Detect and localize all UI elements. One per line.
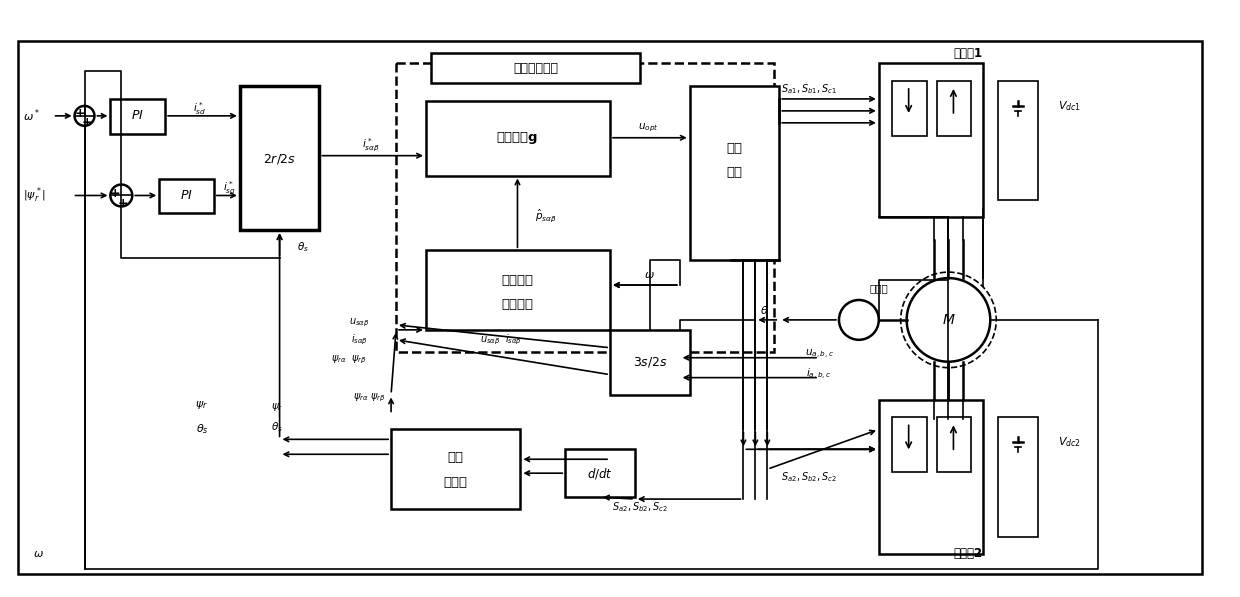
Text: 信号: 信号	[727, 166, 743, 179]
Circle shape	[906, 278, 991, 362]
Text: 逆变器2: 逆变器2	[954, 547, 983, 561]
Circle shape	[839, 300, 879, 340]
Bar	[110, 99, 165, 134]
Circle shape	[74, 106, 94, 126]
Text: $\theta_s$: $\theta_s$	[296, 241, 309, 254]
Bar	[936, 81, 971, 136]
Text: $S_{a2},S_{b2},S_{c2}$: $S_{a2},S_{b2},S_{c2}$	[781, 470, 837, 484]
Bar	[892, 417, 926, 472]
Text: $u_{opt}$: $u_{opt}$	[637, 122, 658, 134]
Bar	[689, 86, 779, 260]
Text: $S_{a2},S_{b2},S_{c2}$: $S_{a2},S_{b2},S_{c2}$	[613, 500, 667, 514]
Text: $\psi_r$: $\psi_r$	[270, 402, 283, 414]
Text: $i^*_{sd}$: $i^*_{sd}$	[193, 100, 207, 117]
Bar	[430, 53, 640, 83]
Text: $i^*_{sq}$: $i^*_{sq}$	[223, 180, 237, 197]
Bar	[610, 330, 689, 395]
Bar	[425, 101, 610, 176]
Text: $V_{dc1}$: $V_{dc1}$	[1058, 99, 1081, 113]
Text: +: +	[118, 197, 129, 210]
Bar	[391, 429, 521, 509]
Text: $3s/2s$: $3s/2s$	[632, 355, 667, 369]
Text: $\psi_{r\alpha}$  $\psi_{r\beta}$: $\psi_{r\alpha}$ $\psi_{r\beta}$	[331, 353, 367, 366]
Text: +: +	[81, 116, 92, 130]
Text: $|\psi^*_r|$: $|\psi^*_r|$	[22, 186, 46, 205]
Bar	[396, 63, 774, 352]
Text: $u_{s\alpha\beta}$: $u_{s\alpha\beta}$	[348, 316, 370, 329]
Bar	[879, 399, 983, 554]
Text: $\psi_{r\alpha}\ \psi_{r\beta}$: $\psi_{r\alpha}\ \psi_{r\beta}$	[353, 392, 386, 404]
Text: 开关: 开关	[727, 142, 743, 155]
Bar	[17, 41, 1203, 574]
Text: $d/dt$: $d/dt$	[588, 466, 613, 481]
Text: $M$: $M$	[941, 313, 955, 327]
Text: 逆变器1: 逆变器1	[954, 47, 983, 60]
Bar	[892, 81, 926, 136]
Bar	[879, 63, 983, 217]
Text: $S_{a1},S_{b1},S_{c1}$: $S_{a1},S_{b1},S_{c1}$	[781, 82, 837, 96]
Text: $i_{s\alpha\beta}$: $i_{s\alpha\beta}$	[351, 333, 367, 347]
Text: $\omega^*$: $\omega^*$	[22, 107, 40, 124]
Bar	[425, 250, 610, 330]
Text: $\omega$: $\omega$	[32, 549, 43, 559]
Text: $\theta_s$: $\theta_s$	[196, 423, 208, 436]
Text: 预测电流控制: 预测电流控制	[513, 61, 558, 75]
Text: $\omega$: $\omega$	[645, 270, 655, 280]
Text: +: +	[74, 107, 84, 121]
Text: $u_{s\alpha\beta}\ \ i_{s\alpha\beta}$: $u_{s\alpha\beta}\ \ i_{s\alpha\beta}$	[480, 333, 522, 347]
Bar	[239, 86, 320, 230]
Text: $i^*_{s\alpha\beta}$: $i^*_{s\alpha\beta}$	[362, 137, 381, 155]
Text: $u_{a,b,c}$: $u_{a,b,c}$	[805, 348, 833, 361]
Text: 磁链: 磁链	[448, 451, 464, 464]
Text: $\psi_r$: $\psi_r$	[196, 399, 208, 411]
Text: $PI$: $PI$	[180, 189, 192, 202]
Text: $2r/2s$: $2r/2s$	[263, 152, 296, 165]
Bar	[998, 81, 1038, 201]
Text: $\theta_s$: $\theta_s$	[270, 420, 283, 434]
Text: 编码器: 编码器	[869, 283, 888, 293]
Bar	[159, 179, 213, 213]
Text: $PI$: $PI$	[130, 109, 144, 122]
Text: +: +	[110, 187, 120, 200]
Circle shape	[110, 184, 133, 207]
Text: $V_{dc2}$: $V_{dc2}$	[1058, 435, 1081, 449]
Bar	[936, 417, 971, 472]
Text: 价值函数g: 价值函数g	[497, 131, 538, 144]
Text: $\theta$: $\theta$	[760, 304, 769, 316]
Bar	[565, 450, 635, 497]
Text: 定子电流: 定子电流	[501, 273, 533, 287]
Text: $i_{a,b,c}$: $i_{a,b,c}$	[806, 367, 832, 382]
Text: 预测模型: 预测模型	[501, 298, 533, 312]
Bar	[998, 417, 1038, 537]
Text: 观测器: 观测器	[444, 476, 467, 488]
Text: $\hat{p}_{s\alpha\beta}$: $\hat{p}_{s\alpha\beta}$	[536, 207, 557, 224]
